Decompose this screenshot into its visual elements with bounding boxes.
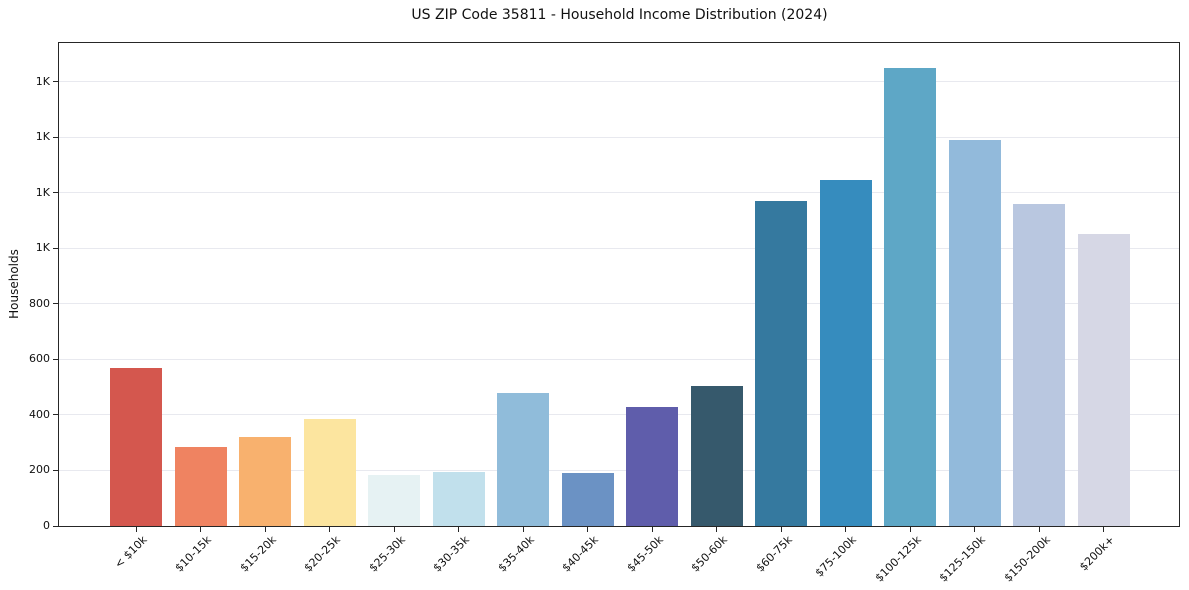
- x-tick-label: $20-25k: [301, 533, 343, 575]
- x-tick-mark: [135, 527, 137, 532]
- y-tick-mark: [53, 525, 58, 527]
- y-tick-label: 1K: [35, 241, 50, 255]
- bar: [110, 368, 162, 526]
- x-tick-mark: [716, 527, 717, 532]
- x-tick-mark: [329, 527, 330, 532]
- chart-title: US ZIP Code 35811 - Household Income Dis…: [411, 7, 828, 23]
- x-tick-mark: [458, 527, 459, 532]
- y-tick-label: 0: [43, 519, 50, 532]
- x-tick-label: $75-100k: [812, 533, 859, 580]
- x-tick-mark: [974, 527, 975, 532]
- x-tick-label: $45-50k: [624, 533, 666, 575]
- bar: [239, 436, 291, 526]
- y-tick-mark: [53, 247, 58, 249]
- bar: [303, 419, 356, 526]
- y-tick-label: 800: [29, 296, 50, 310]
- bar: [690, 386, 743, 526]
- y-tick-mark: [53, 136, 58, 138]
- x-tick-mark: [780, 527, 782, 532]
- y-tick-mark: [53, 303, 58, 305]
- gridline: [59, 247, 1179, 249]
- y-tick-mark: [53, 414, 58, 416]
- x-tick-label: $35-40k: [495, 533, 537, 575]
- x-tick-label: $15-20k: [237, 533, 279, 575]
- x-tick-label: $50-60k: [688, 533, 730, 575]
- x-tick-mark: [909, 527, 911, 532]
- gridline: [59, 414, 1179, 416]
- y-tick-label: 400: [29, 407, 50, 421]
- x-tick-label: $200k+: [1076, 533, 1117, 574]
- y-tick-label: 200: [29, 463, 50, 477]
- bar: [819, 179, 872, 526]
- bar: [368, 475, 420, 526]
- bar: [497, 393, 549, 526]
- x-tick-label: $125-150k: [936, 533, 988, 585]
- bar: [626, 407, 678, 526]
- x-tick-label: $100-125k: [872, 533, 924, 585]
- y-tick-label: 600: [29, 352, 50, 366]
- bar: [884, 67, 936, 526]
- x-tick-mark: [845, 527, 846, 532]
- bar: [1077, 234, 1130, 526]
- y-tick-mark: [53, 81, 58, 83]
- x-tick-label: $10-15k: [172, 533, 214, 575]
- x-tick-label: $40-45k: [559, 533, 601, 575]
- x-tick-label: < $10k: [111, 533, 150, 571]
- x-tick-mark: [587, 527, 588, 532]
- y-tick-label: 1K: [35, 74, 50, 88]
- x-tick-mark: [393, 527, 395, 532]
- y-tick-label: 1K: [35, 130, 50, 144]
- y-tick-mark: [53, 469, 58, 471]
- bar: [948, 140, 1001, 526]
- x-tick-mark: [200, 527, 201, 532]
- x-tick-mark: [264, 527, 266, 532]
- x-tick-mark: [651, 527, 653, 532]
- gridline: [59, 136, 1179, 138]
- bar: [755, 200, 807, 526]
- x-tick-label: $25-30k: [366, 533, 408, 575]
- x-tick-mark: [522, 527, 524, 532]
- y-tick-mark: [53, 192, 58, 194]
- x-tick-label: $150-200k: [1001, 533, 1053, 585]
- x-tick-mark: [1038, 527, 1040, 532]
- y-tick-label: 1K: [35, 185, 50, 199]
- plot-area: [58, 42, 1180, 527]
- gridline: [59, 358, 1179, 360]
- x-tick-mark: [1103, 527, 1104, 532]
- y-tick-mark: [53, 358, 58, 360]
- x-tick-label: $30-35k: [430, 533, 472, 575]
- gridline: [59, 192, 1179, 194]
- bar: [432, 471, 485, 526]
- gridline: [59, 303, 1179, 305]
- bar: [561, 472, 614, 526]
- bar: [1013, 204, 1065, 526]
- gridline: [59, 469, 1179, 471]
- bar: [174, 447, 227, 526]
- gridline: [59, 81, 1179, 83]
- x-tick-label: $60-75k: [753, 533, 795, 575]
